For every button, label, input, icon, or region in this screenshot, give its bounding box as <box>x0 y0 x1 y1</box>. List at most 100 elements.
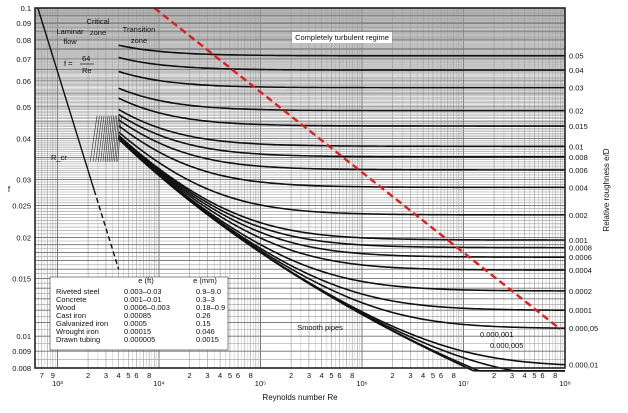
x-tick-label: 10⁵ <box>255 379 266 388</box>
roughness-label: 0.01 <box>569 142 584 151</box>
roughness-label: 0.0004 <box>569 266 592 275</box>
roughness-label: 0.02 <box>569 107 584 116</box>
table-header: e (mm) <box>193 276 217 285</box>
laminar-num: 64 <box>82 54 90 63</box>
y-tick-label: 0.05 <box>16 103 31 112</box>
x-tick-label: 5 <box>532 371 536 380</box>
roughness-label: 0.0002 <box>569 287 592 296</box>
x-tick-label: 7 <box>40 371 44 380</box>
table-cell-mm: 0.9–9.0 <box>196 287 221 296</box>
table-cell-mm: 0.046 <box>196 327 215 336</box>
roughness-label: 0.05 <box>569 52 584 61</box>
roughness-label: 0.000,05 <box>569 324 598 333</box>
table-cell-ft: 0.0005 <box>124 319 147 328</box>
material-table-box <box>49 276 229 351</box>
hatch-line <box>110 115 116 162</box>
roughness-curve <box>118 56 565 71</box>
smooth-pipes-label: Smooth pipes <box>297 323 343 332</box>
hatch-line <box>104 115 111 162</box>
roughness-label: 0.04 <box>569 66 584 75</box>
right-axis-title: Relative roughness e/D <box>602 148 611 231</box>
x-tick-label: 10⁴ <box>153 379 165 388</box>
x-tick-label: 3 <box>104 371 108 380</box>
roughness-curve <box>118 125 565 189</box>
y-tick-label: 0.06 <box>16 77 31 86</box>
region-laminar-label: flow <box>63 37 77 46</box>
x-tick-label: 10⁸ <box>559 379 571 388</box>
table-cell-mm: 0.26 <box>196 311 211 320</box>
y-tick-label: 0.01 <box>16 332 31 341</box>
table-cell-material: Galvanized iron <box>56 319 108 328</box>
x-tick-label: 6 <box>439 371 443 380</box>
table-cell-material: Concrete <box>56 295 86 304</box>
roughness-label: 0.008 <box>569 153 588 162</box>
x-tick-label: 5 <box>228 371 232 380</box>
roughness-curve <box>118 113 565 158</box>
x-tick-label: 4 <box>421 371 425 380</box>
hatch-line <box>108 115 114 162</box>
y-tick-label: 0.04 <box>16 135 31 144</box>
x-tick-label: 2 <box>187 371 191 380</box>
x-tick-label: 8 <box>553 371 557 380</box>
roughness-curve <box>118 119 565 171</box>
roughness-curve <box>118 87 565 112</box>
turbulent-label-bg <box>292 32 392 43</box>
table-cell-mm: 0.15 <box>196 319 211 328</box>
y-tick-label: 0.08 <box>16 36 31 45</box>
table-cell-material: Wrought iron <box>56 327 99 336</box>
critical-re-label: R_cr <box>51 153 67 162</box>
laminar-f-label: f = <box>64 59 73 68</box>
table-cell-material: Wood <box>56 303 75 312</box>
table-cell-ft: 0.001–0.01 <box>124 295 162 304</box>
x-tick-label: 5 <box>329 371 333 380</box>
y-tick-label: 0.09 <box>16 19 31 28</box>
turbulent-boundary-line <box>153 7 562 331</box>
x-tick-label: 6 <box>337 371 341 380</box>
region-critical-label: zone <box>90 28 106 37</box>
roughness-label: 0.002 <box>569 211 588 220</box>
x-tick-label: 4 <box>320 371 324 380</box>
table-cell-ft: 0.003–0.03 <box>124 287 162 296</box>
x-tick-label: 4 <box>523 371 527 380</box>
roughness-label: 0.015 <box>569 122 588 131</box>
y-tick-label: 0.008 <box>12 364 31 373</box>
hatch-line <box>97 115 105 162</box>
y-tick-label: 0.07 <box>16 55 31 64</box>
x-tick-label: 6 <box>236 371 240 380</box>
y-tick-label: 0.03 <box>16 176 31 185</box>
x-tick-label: 8 <box>350 371 354 380</box>
hatch-line <box>89 115 98 162</box>
table-cell-ft: 0.00085 <box>124 311 151 320</box>
roughness-label: 0.001 <box>569 236 588 245</box>
roughness-curve <box>118 137 566 292</box>
roughness-label-0.000005: 0.000,005 <box>490 341 523 350</box>
table-cell-ft: 0.000005 <box>124 335 155 344</box>
roughness-curve <box>118 134 565 241</box>
y-tick-label: 0.009 <box>12 347 31 356</box>
laminar-den: Re <box>82 66 92 75</box>
roughness-curve <box>118 97 565 127</box>
x-tick-label: 2 <box>86 371 90 380</box>
hatch-line <box>117 115 122 162</box>
roughness-curve <box>118 131 565 216</box>
table-cell-mm: 0.0015 <box>196 335 219 344</box>
region-transition-label: Transition <box>123 25 156 34</box>
table-cell-mm: 0.3–3 <box>196 295 215 304</box>
table-cell-mm: 0.18–0.9 <box>196 303 225 312</box>
hatch-line <box>112 115 118 162</box>
x-tick-label: 2 <box>390 371 394 380</box>
roughness-label: 0.0001 <box>569 306 592 315</box>
x-tick-label: 4 <box>117 371 121 380</box>
hatch-line <box>95 115 103 162</box>
y-tick-label: 0.02 <box>16 233 31 242</box>
roughness-label: 0.03 <box>569 84 584 93</box>
roughness-curve <box>118 136 566 258</box>
x-tick-label: 4 <box>218 371 222 380</box>
region-laminar-label: Laminar <box>56 27 84 36</box>
table-header: e (ft) <box>138 276 154 285</box>
y-axis-title: f <box>8 185 11 194</box>
table-cell-ft: 0.0006–0.003 <box>124 303 170 312</box>
